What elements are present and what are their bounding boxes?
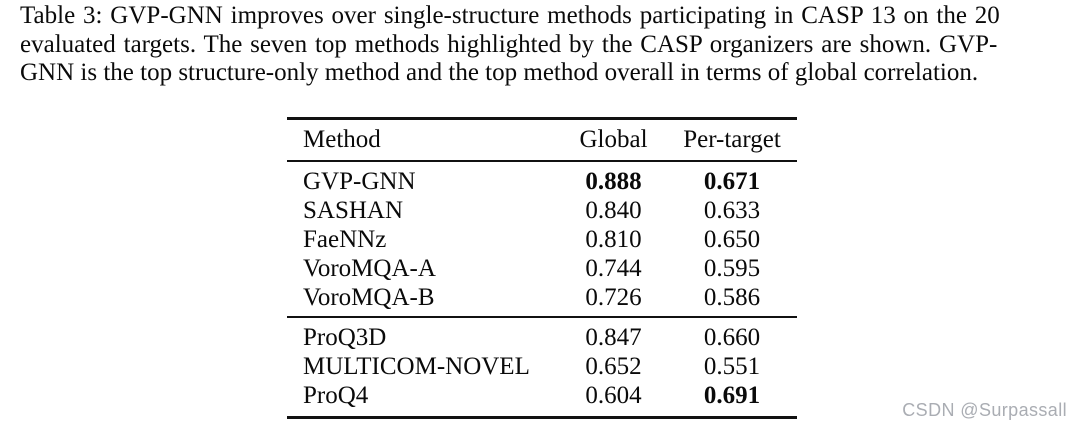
- per-target-cell: 0.650: [703, 226, 761, 253]
- table-row-voromqa-a: VoroMQA-A 0.744 0.595: [287, 254, 797, 283]
- caption-line-2: evaluated targets. The seven top methods…: [20, 30, 998, 58]
- per-target-cell: 0.586: [703, 284, 761, 311]
- method-cell: ProQ4: [303, 382, 369, 409]
- results-table: Method Global Per-target GVP-GNN 0.888 0…: [287, 117, 797, 419]
- table-row-voromqa-b: VoroMQA-B 0.726 0.586: [287, 283, 797, 317]
- table-row-gvp-gnn: GVP-GNN 0.888 0.671: [287, 161, 797, 196]
- per-target-cell: 0.671: [703, 168, 761, 195]
- method-cell: VoroMQA-B: [303, 284, 435, 311]
- table-row-multicom-novel: MULTICOM-NOVEL 0.652 0.551: [287, 352, 797, 381]
- global-cell: 0.888: [585, 168, 642, 195]
- global-cell: 0.604: [585, 382, 642, 409]
- method-cell: FaeNNz: [303, 226, 387, 253]
- global-cell: 0.652: [585, 353, 642, 380]
- method-cell: MULTICOM-NOVEL: [303, 353, 530, 380]
- caption-line-3: GNN is the top structure-only method and…: [20, 59, 979, 86]
- per-target-cell: 0.595: [703, 255, 761, 282]
- table-header: Method Global Per-target: [287, 119, 797, 161]
- casp13-table: Method Global Per-target GVP-GNN 0.888 0…: [287, 117, 797, 419]
- header-row: Method Global Per-target: [287, 119, 797, 161]
- csdn-watermark: CSDN @Surpassall: [902, 400, 1067, 420]
- per-target-cell: 0.691: [703, 382, 761, 409]
- other-methods-group: ProQ3D 0.847 0.660 MULTICOM-NOVEL 0.652 …: [287, 317, 797, 418]
- method-cell: ProQ3D: [303, 324, 387, 351]
- column-header-global: Global: [579, 126, 648, 153]
- per-target-cell: 0.551: [703, 353, 761, 380]
- caption-line-1: Table 3: GVP-GNN improves over single-st…: [20, 2, 1000, 29]
- global-cell: 0.810: [585, 226, 642, 253]
- column-header-per-target: Per-target: [683, 126, 781, 153]
- global-cell: 0.744: [585, 255, 642, 282]
- column-header-method: Method: [303, 126, 381, 153]
- structure-only-methods-group: GVP-GNN 0.888 0.671 SASHAN 0.840 0.633 F…: [287, 161, 797, 317]
- method-cell: VoroMQA-A: [303, 255, 436, 282]
- table-row-proq4: ProQ4 0.604 0.691: [287, 381, 797, 418]
- per-target-cell: 0.633: [703, 197, 761, 224]
- per-target-cell: 0.660: [703, 324, 761, 351]
- table-row-faennz: FaeNNz 0.810 0.650: [287, 225, 797, 254]
- method-cell: GVP-GNN: [303, 168, 416, 195]
- global-cell: 0.840: [585, 197, 642, 224]
- global-cell: 0.847: [585, 324, 642, 351]
- method-cell: SASHAN: [303, 197, 404, 224]
- table-row-proq3d: ProQ3D 0.847 0.660: [287, 317, 797, 352]
- table-row-sashan: SASHAN 0.840 0.633: [287, 196, 797, 225]
- global-cell: 0.726: [585, 284, 642, 311]
- table-caption: Table 3: GVP-GNN improves over single-st…: [20, 2, 1066, 88]
